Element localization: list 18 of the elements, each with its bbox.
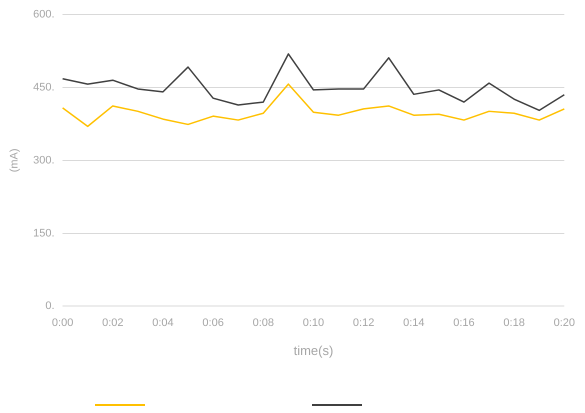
x-tick-label: 0:06 xyxy=(202,316,224,329)
y-tick-label: 300. xyxy=(33,154,55,166)
y-tick-label: 450. xyxy=(33,82,55,94)
y-tick-label: 600. xyxy=(33,8,55,21)
x-tick-label: 0:18 xyxy=(503,316,525,329)
x-tick-label: 0:10 xyxy=(302,316,324,329)
y-tick-label: 150. xyxy=(33,227,55,240)
x-tick-label: 0:12 xyxy=(352,316,374,329)
y-tick-label: 0. xyxy=(45,300,55,312)
x-tick-label: 0:16 xyxy=(453,316,475,329)
x-tick-label: 0:14 xyxy=(403,316,424,329)
x-axis-title: time(s) xyxy=(294,342,334,358)
y-axis-title: (mA) xyxy=(8,148,21,172)
x-tick-label: 0:08 xyxy=(252,316,274,329)
x-tick-label: 0:04 xyxy=(152,316,174,329)
x-tick-label: 0:02 xyxy=(102,316,124,329)
x-tick-label: 0:00 xyxy=(52,316,74,329)
x-tick-label: 0:20 xyxy=(554,316,576,329)
